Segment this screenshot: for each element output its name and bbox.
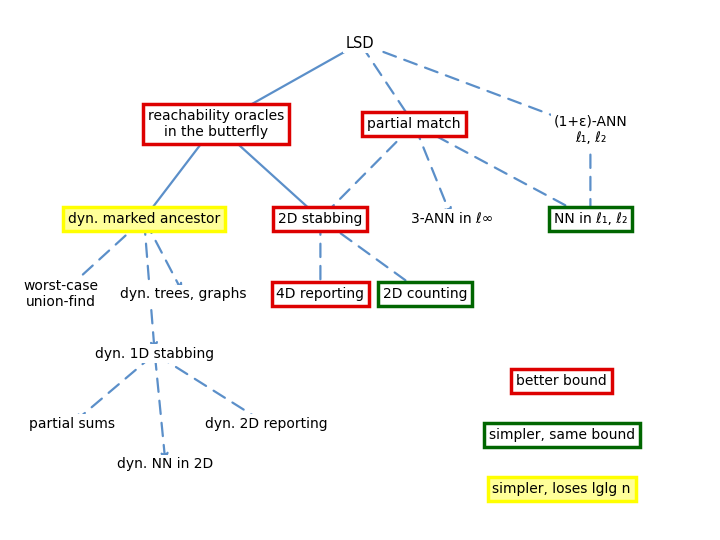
Text: better bound: better bound xyxy=(516,374,607,388)
Text: LSD: LSD xyxy=(346,36,374,51)
Text: dyn. 2D reporting: dyn. 2D reporting xyxy=(205,417,328,431)
Text: partial match: partial match xyxy=(367,117,461,131)
Text: 2D counting: 2D counting xyxy=(382,287,467,301)
Text: dyn. NN in 2D: dyn. NN in 2D xyxy=(117,457,214,471)
Text: partial sums: partial sums xyxy=(29,417,115,431)
Text: NN in ℓ₁, ℓ₂: NN in ℓ₁, ℓ₂ xyxy=(554,212,627,226)
Text: (1+ε)-ANN
ℓ₁, ℓ₂: (1+ε)-ANN ℓ₁, ℓ₂ xyxy=(554,114,627,145)
Text: 3-ANN in ℓ∞: 3-ANN in ℓ∞ xyxy=(411,212,493,226)
Text: dyn. marked ancestor: dyn. marked ancestor xyxy=(68,212,220,226)
Text: worst-case
union-find: worst-case union-find xyxy=(24,279,99,309)
Text: simpler, loses lglg n: simpler, loses lglg n xyxy=(492,482,631,496)
Text: 2D stabbing: 2D stabbing xyxy=(278,212,363,226)
Text: reachability oracles
in the butterfly: reachability oracles in the butterfly xyxy=(148,109,284,139)
Text: simpler, same bound: simpler, same bound xyxy=(489,428,634,442)
Text: dyn. 1D stabbing: dyn. 1D stabbing xyxy=(95,347,215,361)
Text: dyn. trees, graphs: dyn. trees, graphs xyxy=(120,287,247,301)
Text: 4D reporting: 4D reporting xyxy=(276,287,364,301)
